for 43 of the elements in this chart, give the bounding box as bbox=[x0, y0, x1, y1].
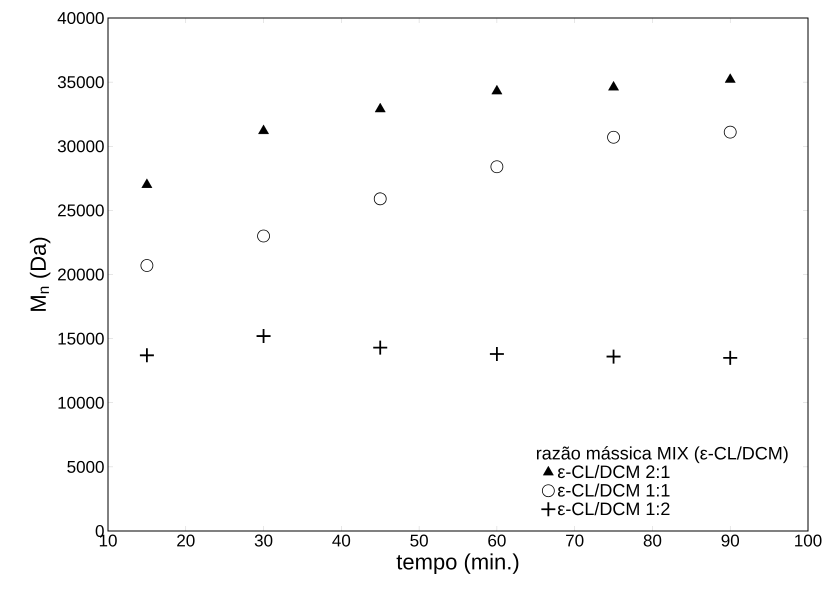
point bbox=[724, 73, 736, 83]
point bbox=[140, 259, 154, 272]
legend-label: ε-CL/DCM 2:1 bbox=[558, 464, 670, 478]
legend-title: razão mássica MIX (ε-CL/DCM) bbox=[536, 446, 788, 464]
point bbox=[488, 346, 505, 362]
x-axis-title: tempo (min.) bbox=[396, 553, 518, 574]
x-tick-label: 60 bbox=[488, 534, 506, 547]
legend-label: ε-CL/DCM 1:2 bbox=[558, 502, 670, 516]
point bbox=[607, 130, 620, 144]
y-tick-label: 0 bbox=[96, 524, 104, 538]
legend-label: ε-CL/DCM 1:1 bbox=[558, 483, 670, 497]
point bbox=[606, 348, 622, 364]
point bbox=[257, 230, 270, 242]
point bbox=[724, 126, 737, 139]
x-tick-label: 20 bbox=[177, 534, 195, 547]
y-tick-label: 5000 bbox=[67, 460, 104, 473]
x-tick-label: 100 bbox=[795, 534, 822, 547]
point bbox=[608, 81, 619, 90]
y-tick-label: 35000 bbox=[58, 76, 104, 88]
point bbox=[374, 102, 386, 112]
y-tick-label: 40000 bbox=[58, 12, 104, 24]
y-tick-label: 15000 bbox=[58, 332, 104, 345]
point bbox=[722, 350, 738, 366]
point bbox=[491, 84, 502, 94]
x-tick-label: 50 bbox=[410, 534, 428, 547]
y-tick-label: 30000 bbox=[58, 140, 104, 152]
x-tick-label: 70 bbox=[566, 534, 584, 547]
point bbox=[256, 328, 272, 344]
point bbox=[141, 178, 152, 188]
x-tick-label: 30 bbox=[254, 534, 272, 547]
x-tick-label: 90 bbox=[722, 534, 740, 547]
point bbox=[374, 192, 387, 206]
point bbox=[258, 124, 269, 134]
y-axis-title: M$_{n}$ (Da) bbox=[30, 238, 50, 311]
x-tick-label: 80 bbox=[644, 534, 662, 547]
point bbox=[372, 340, 388, 356]
point bbox=[138, 347, 155, 364]
x-tick-label: 40 bbox=[332, 534, 350, 547]
y-tick-label: 10000 bbox=[58, 396, 104, 409]
y-tick-label: 20000 bbox=[58, 268, 104, 281]
y-tick-label: 25000 bbox=[58, 204, 104, 216]
x-tick-label: 10 bbox=[100, 534, 117, 547]
point bbox=[490, 160, 504, 174]
